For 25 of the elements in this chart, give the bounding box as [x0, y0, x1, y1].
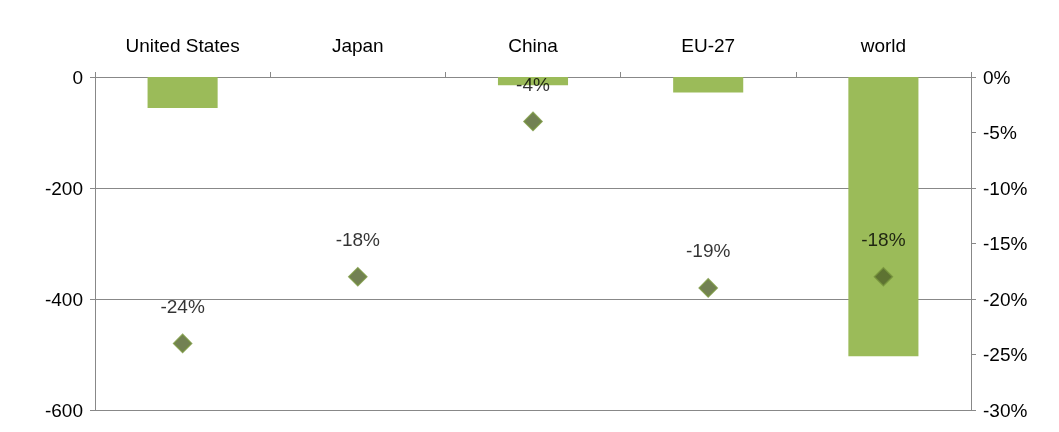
- data-label: -18%: [335, 229, 381, 251]
- x-tick-label: world: [859, 35, 907, 56]
- y2-tick-label: -5%: [983, 122, 1017, 143]
- data-label: -18%: [861, 229, 906, 251]
- data-label: -19%: [686, 240, 731, 262]
- y2-tick-label: -15%: [983, 233, 1028, 254]
- y2-tick-label: 0%: [983, 66, 1011, 88]
- x-tick-label: China: [508, 35, 559, 56]
- x-tick-label: United States: [125, 35, 240, 56]
- point: [523, 111, 543, 132]
- y2-tick-label: -30%: [983, 399, 1028, 421]
- y2-tick-label: -10%: [983, 177, 1028, 199]
- y-tick-label: 0: [72, 66, 83, 88]
- y-tick-label: -600: [44, 399, 83, 421]
- point: [873, 267, 894, 287]
- y2-tick-label: -20%: [983, 288, 1028, 310]
- y-tick-label: -200: [44, 177, 83, 199]
- data-label: -24%: [160, 295, 205, 317]
- point: [698, 278, 718, 298]
- point: [172, 333, 193, 354]
- y-tick-label: -400: [44, 288, 83, 310]
- x-tick-label: Japan: [331, 35, 384, 56]
- y2-tick-label: -25%: [983, 344, 1028, 365]
- point: [348, 267, 368, 287]
- x-tick-label: EU-27: [681, 35, 736, 56]
